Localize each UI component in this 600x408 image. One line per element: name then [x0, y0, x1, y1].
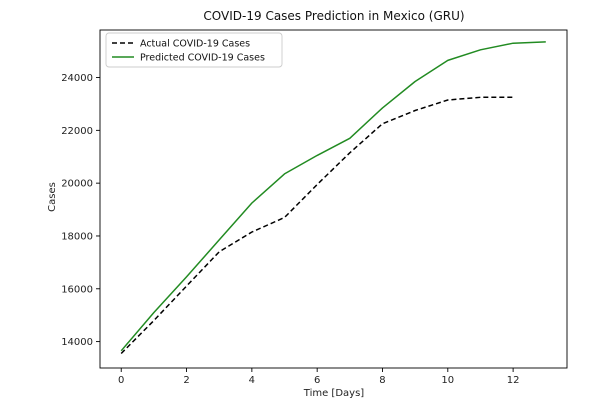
plot-area — [120, 41, 546, 355]
plot-frame — [99, 29, 568, 369]
y-tick-label: 18000 — [61, 231, 93, 242]
y-tick-label: 16000 — [61, 284, 93, 295]
chart-title: COVID-19 Cases Prediction in Mexico (GRU… — [203, 9, 464, 23]
legend-label-1: Predicted COVID-19 Cases — [140, 53, 265, 64]
y-tick-label: 22000 — [61, 126, 93, 137]
x-axis: 0 2 4 6 8 10 12 — [118, 368, 519, 386]
series-line-0 — [120, 96, 514, 355]
x-tick-label: 12 — [507, 375, 520, 386]
y-tick-label: 20000 — [61, 179, 93, 190]
series-line-1 — [120, 41, 546, 352]
legend: Actual COVID-19 Cases Predicted COVID-19 … — [105, 32, 283, 68]
x-tick-label: 10 — [441, 375, 454, 386]
x-tick-label: 6 — [314, 375, 320, 386]
legend-label-0: Actual COVID-19 Cases — [140, 39, 250, 50]
x-tick-label: 8 — [379, 375, 385, 386]
x-tick-label: 4 — [249, 375, 255, 386]
y-tick-label: 24000 — [61, 73, 93, 84]
x-axis-label: Time [Days] — [303, 388, 365, 399]
legend-box — [105, 32, 283, 68]
x-tick-label: 2 — [183, 375, 189, 386]
y-axis-label: Cases — [47, 182, 58, 212]
y-axis: 14000 16000 18000 20000 22000 24000 — [61, 73, 100, 348]
y-tick-label: 14000 — [61, 337, 93, 348]
x-tick-label: 0 — [118, 375, 124, 386]
